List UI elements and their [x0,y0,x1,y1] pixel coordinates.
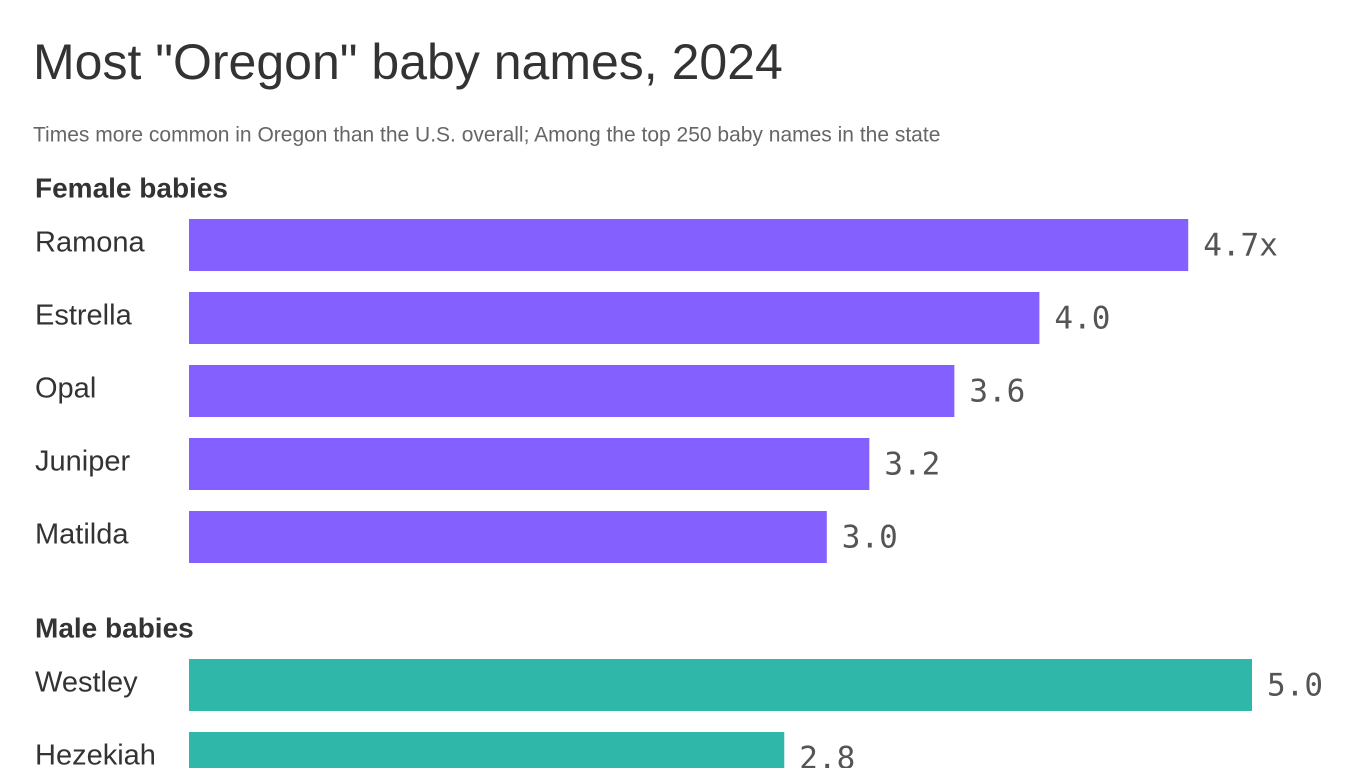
value-label: 4.0 [1054,301,1110,337]
category-label: Estrella [35,300,133,332]
chart-title: Most "Oregon" baby names, 2024 [33,34,783,90]
bar [189,732,785,768]
category-label: Hezekiah [35,740,156,768]
value-label: 3.0 [842,520,898,556]
bar [189,511,827,563]
category-label: Juniper [35,446,130,478]
bar [189,365,955,417]
bar [189,438,870,490]
bar [189,292,1040,344]
category-label: Matilda [35,519,129,551]
category-label: Ramona [35,227,145,259]
section-title: Male babies [35,612,194,643]
category-label: Opal [35,373,96,405]
value-label: 3.6 [969,374,1025,410]
bar [189,219,1189,271]
category-label: Westley [35,667,138,699]
value-label: 3.2 [884,447,940,483]
section-title: Female babies [35,172,228,203]
value-label: 2.8 [799,741,855,768]
value-label: 5.0 [1267,668,1323,704]
bar [189,659,1252,711]
value-label: 4.7x [1203,228,1278,264]
chart-subtitle: Times more common in Oregon than the U.S… [33,124,940,147]
